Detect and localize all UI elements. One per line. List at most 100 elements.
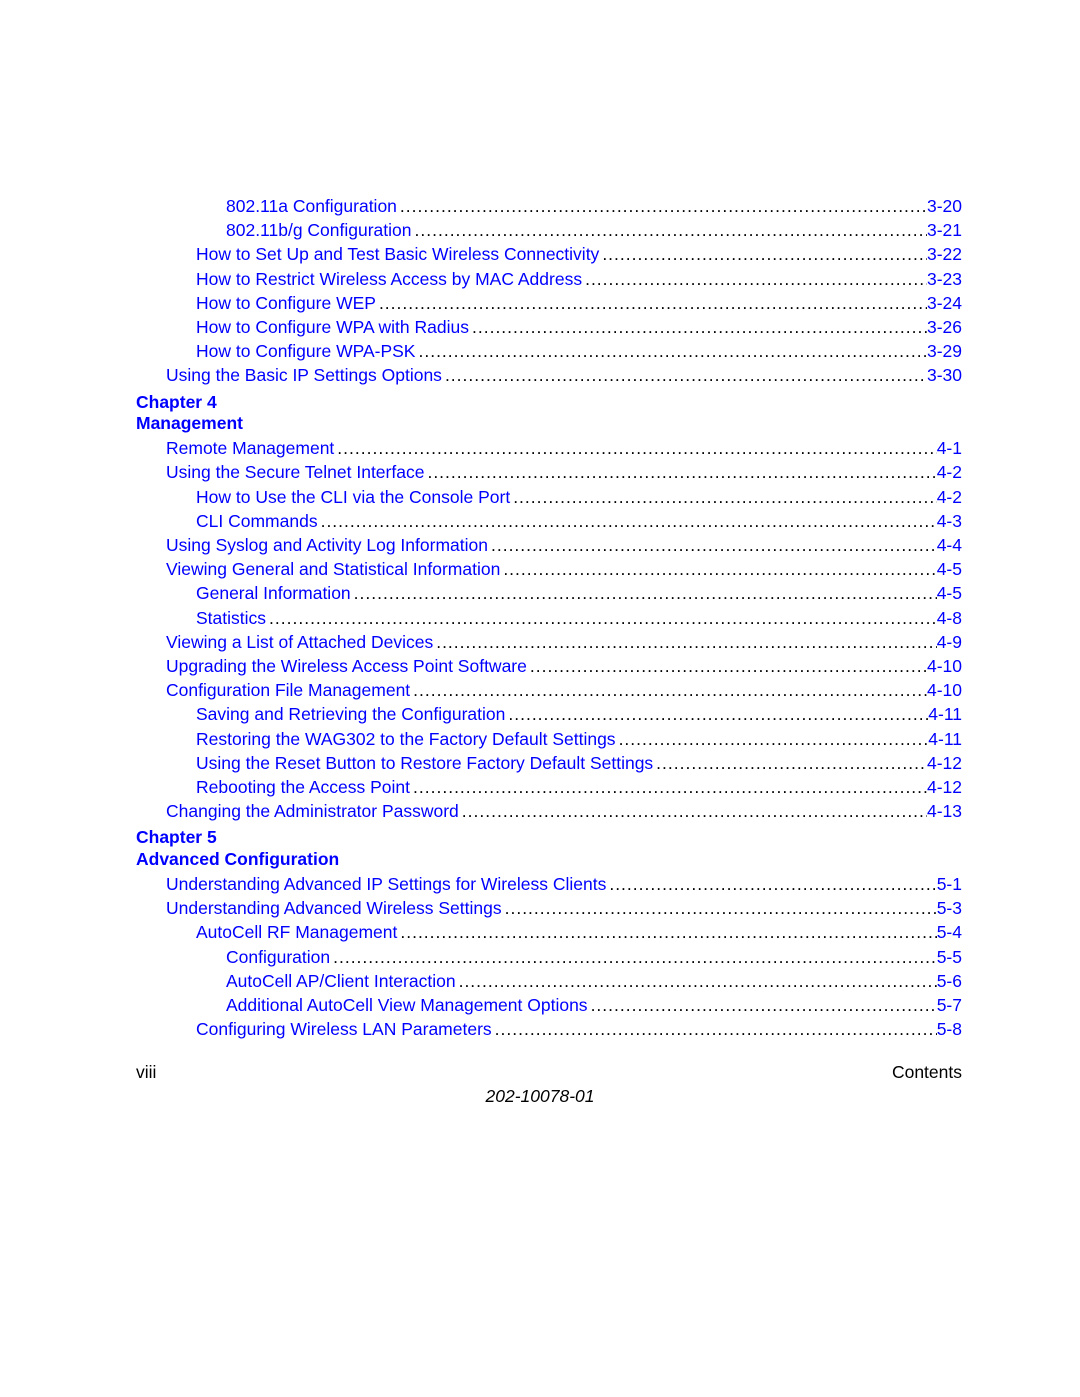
footer-section-label: Contents xyxy=(892,1062,962,1083)
toc-entry-page: 3-20 xyxy=(927,198,962,216)
chapter-5-heading[interactable]: Chapter 5 Advanced Configuration xyxy=(136,827,962,871)
toc-leader-dots xyxy=(503,561,936,579)
toc-entry[interactable]: How to Set Up and Test Basic Wireless Co… xyxy=(136,246,962,264)
document-number: 202-10078-01 xyxy=(0,1086,1080,1107)
toc-entry-page: 3-22 xyxy=(927,246,962,264)
toc-entry[interactable]: Restoring the WAG302 to the Factory Defa… xyxy=(136,731,962,749)
toc-entry-page: 4-12 xyxy=(927,755,962,773)
toc-leader-dots xyxy=(513,489,937,507)
toc-entry[interactable]: Changing the Administrator Password 4-13 xyxy=(136,803,962,821)
toc-entry[interactable]: How to Configure WPA with Radius 3-26 xyxy=(136,319,962,337)
toc-leader-dots xyxy=(508,706,928,724)
toc-entry-page: 4-10 xyxy=(927,658,962,676)
toc-entry-page: 4-5 xyxy=(937,561,962,579)
toc-entry[interactable]: Additional AutoCell View Management Opti… xyxy=(136,997,962,1015)
toc-leader-dots xyxy=(321,513,937,531)
toc-entry-title: Viewing General and Statistical Informat… xyxy=(166,561,500,579)
toc-leader-dots xyxy=(656,755,927,773)
toc-entry[interactable]: Using the Reset Button to Restore Factor… xyxy=(136,755,962,773)
toc-leader-dots xyxy=(472,319,927,337)
toc-entry-title: Using the Secure Telnet Interface xyxy=(166,464,424,482)
toc-leader-dots xyxy=(413,682,927,700)
toc-entry-page: 3-23 xyxy=(927,271,962,289)
toc-entry-page: 5-7 xyxy=(937,997,962,1015)
chapter-5-title: Advanced Configuration xyxy=(136,849,962,871)
toc-entry-page: 4-5 xyxy=(937,585,962,603)
toc-entry-title: Using the Basic IP Settings Options xyxy=(166,367,442,385)
toc-entry-title: Viewing a List of Attached Devices xyxy=(166,634,433,652)
toc-entry[interactable]: 802.11b/g Configuration 3-21 xyxy=(136,222,962,240)
toc-entry[interactable]: Upgrading the Wireless Access Point Soft… xyxy=(136,658,962,676)
toc-entry-title: Statistics xyxy=(196,610,266,628)
toc-entry-title: How to Configure WEP xyxy=(196,295,376,313)
toc-entry[interactable]: Remote Management 4-1 xyxy=(136,440,962,458)
toc-entry-page: 3-21 xyxy=(927,222,962,240)
toc-leader-dots xyxy=(379,295,927,313)
toc-entry[interactable]: How to Configure WEP 3-24 xyxy=(136,295,962,313)
toc-entry-title: CLI Commands xyxy=(196,513,318,531)
toc-entry[interactable]: Saving and Retrieving the Configuration … xyxy=(136,706,962,724)
chapter-5-number: Chapter 5 xyxy=(136,827,962,849)
toc-entry[interactable]: Configuration File Management 4-10 xyxy=(136,682,962,700)
toc-entry[interactable]: Using Syslog and Activity Log Informatio… xyxy=(136,537,962,555)
toc-entry[interactable]: CLI Commands 4-3 xyxy=(136,513,962,531)
chapter-4-number: Chapter 4 xyxy=(136,392,962,414)
toc-entry-title: How to Use the CLI via the Console Port xyxy=(196,489,510,507)
toc-leader-dots xyxy=(400,198,927,216)
toc-leader-dots xyxy=(436,634,937,652)
chapter-4-heading[interactable]: Chapter 4 Management xyxy=(136,392,962,436)
toc-leader-dots xyxy=(491,537,937,555)
toc-entry[interactable]: Viewing a List of Attached Devices 4-9 xyxy=(136,634,962,652)
toc-entry-page: 4-2 xyxy=(937,464,962,482)
toc-entry-title: How to Configure WPA with Radius xyxy=(196,319,469,337)
toc-entry[interactable]: Understanding Advanced IP Settings for W… xyxy=(136,876,962,894)
toc-entry-page: 4-4 xyxy=(937,537,962,555)
toc-leader-dots xyxy=(333,949,937,967)
toc-leader-dots xyxy=(269,610,937,628)
toc-entry-title: Restoring the WAG302 to the Factory Defa… xyxy=(196,731,616,749)
toc-entry-title: Using the Reset Button to Restore Factor… xyxy=(196,755,653,773)
toc-leader-dots xyxy=(427,464,936,482)
toc-leader-dots xyxy=(462,803,927,821)
footer-row: viii Contents xyxy=(136,1062,962,1083)
toc-leader-dots xyxy=(459,973,937,991)
toc-entry-page: 4-11 xyxy=(928,706,962,724)
toc-entry-title: Saving and Retrieving the Configuration xyxy=(196,706,505,724)
toc-entry-title: Additional AutoCell View Management Opti… xyxy=(226,997,588,1015)
toc-leader-dots xyxy=(445,367,927,385)
toc-entry[interactable]: Statistics 4-8 xyxy=(136,610,962,628)
toc-entry-title: 802.11a Configuration xyxy=(226,198,397,216)
toc-entry-page: 4-2 xyxy=(937,489,962,507)
toc-entry-title: 802.11b/g Configuration xyxy=(226,222,412,240)
toc-entry[interactable]: General Information 4-5 xyxy=(136,585,962,603)
toc-entry[interactable]: AutoCell AP/Client Interaction 5-6 xyxy=(136,973,962,991)
toc-entry[interactable]: How to Restrict Wireless Access by MAC A… xyxy=(136,271,962,289)
toc-entry-title: Configuration File Management xyxy=(166,682,410,700)
toc-entry[interactable]: Viewing General and Statistical Informat… xyxy=(136,561,962,579)
toc-entry[interactable]: Using the Basic IP Settings Options 3-30 xyxy=(136,367,962,385)
toc-entry-page: 3-24 xyxy=(927,295,962,313)
toc-entry[interactable]: How to Use the CLI via the Console Port … xyxy=(136,489,962,507)
toc-entry[interactable]: 802.11a Configuration 3-20 xyxy=(136,198,962,216)
toc-entry-title: Configuration xyxy=(226,949,330,967)
toc-leader-dots xyxy=(530,658,927,676)
toc-entry-page: 5-1 xyxy=(937,876,962,894)
toc-entry-page: 5-8 xyxy=(937,1021,962,1039)
toc-entry-page: 4-12 xyxy=(927,779,962,797)
toc-entry[interactable]: Rebooting the Access Point 4-12 xyxy=(136,779,962,797)
toc-entry-title: How to Restrict Wireless Access by MAC A… xyxy=(196,271,582,289)
toc-entry[interactable]: Configuring Wireless LAN Parameters 5-8 xyxy=(136,1021,962,1039)
toc-entry-page: 5-6 xyxy=(937,973,962,991)
toc-entry-page: 5-5 xyxy=(937,949,962,967)
toc-entry[interactable]: Understanding Advanced Wireless Settings… xyxy=(136,900,962,918)
toc-entry[interactable]: How to Configure WPA-PSK 3-29 xyxy=(136,343,962,361)
toc-entry-page: 4-13 xyxy=(927,803,962,821)
toc-entry[interactable]: AutoCell RF Management 5-4 xyxy=(136,924,962,942)
toc-leader-dots xyxy=(495,1021,937,1039)
toc-entry-page: 4-10 xyxy=(927,682,962,700)
toc-leader-dots xyxy=(400,924,936,942)
toc-entry[interactable]: Configuration 5-5 xyxy=(136,949,962,967)
toc-leader-dots xyxy=(609,876,936,894)
toc-entry[interactable]: Using the Secure Telnet Interface 4-2 xyxy=(136,464,962,482)
toc-leader-dots xyxy=(337,440,936,458)
